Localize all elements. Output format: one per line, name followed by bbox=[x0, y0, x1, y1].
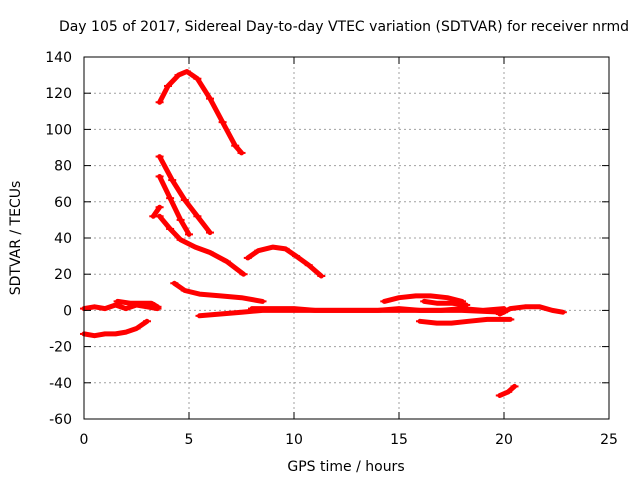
x-tick-label: 15 bbox=[390, 432, 408, 448]
y-tick-label: 40 bbox=[54, 231, 72, 247]
series-line-arc-14 bbox=[421, 298, 469, 308]
y-axis-label: SDTVAR / TECUs bbox=[8, 181, 24, 296]
y-tick-label: 60 bbox=[54, 195, 72, 211]
y-tick-label: -40 bbox=[49, 376, 72, 392]
data-series bbox=[80, 69, 567, 398]
x-tick-label: 25 bbox=[600, 432, 618, 448]
y-tick-label: 80 bbox=[54, 159, 72, 175]
x-tick-label: 5 bbox=[185, 432, 194, 448]
y-tick-label: 100 bbox=[45, 122, 72, 138]
axis-ticks: 0 5 10 15 20 25 -60 -40 -20 0 20 40 60 80 100 120 140 bbox=[45, 50, 618, 448]
x-tick-label: 0 bbox=[80, 432, 89, 448]
series-line-arc-1 bbox=[157, 69, 244, 156]
x-tick-label: 20 bbox=[495, 432, 513, 448]
series-line-arc-7 bbox=[171, 280, 265, 304]
y-tick-label: 120 bbox=[45, 86, 72, 102]
x-axis-label: GPS time / hours bbox=[287, 459, 404, 475]
y-tick-label: 140 bbox=[45, 50, 72, 66]
series-line-arc-4 bbox=[150, 204, 163, 219]
grid-lines bbox=[84, 57, 609, 419]
chart-title: Day 105 of 2017, Sidereal Day-to-day VTE… bbox=[59, 19, 629, 35]
y-tick-label: 0 bbox=[63, 303, 72, 319]
y-tick-label: -60 bbox=[49, 412, 72, 428]
y-tick-label: -20 bbox=[49, 340, 72, 356]
x-tick-label: 10 bbox=[285, 432, 303, 448]
y-tick-label: 20 bbox=[54, 267, 72, 283]
series-line-arc-3 bbox=[157, 174, 192, 237]
